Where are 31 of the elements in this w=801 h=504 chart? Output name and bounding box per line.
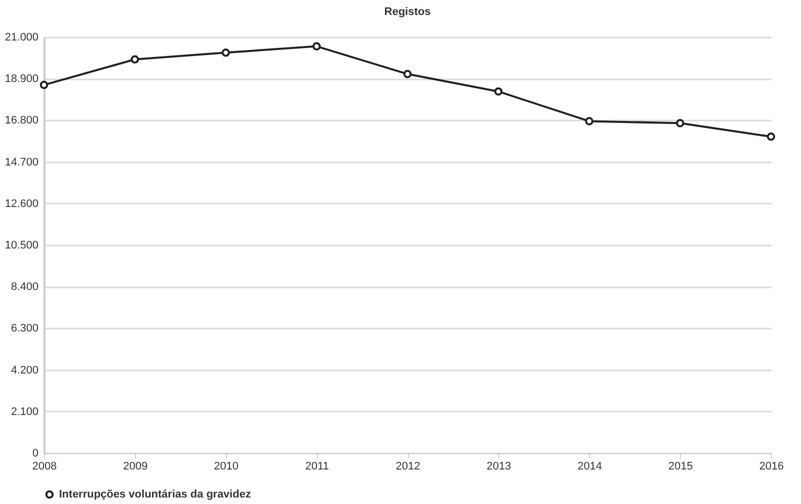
y-tick-label: 21.000 xyxy=(4,32,38,44)
point xyxy=(403,70,412,78)
point xyxy=(222,48,230,57)
y-tick-label: 2.100 xyxy=(10,406,38,418)
y-tick-label: 8.400 xyxy=(10,281,38,294)
point xyxy=(312,42,321,50)
x-tick-label: 2009 xyxy=(123,460,148,472)
point xyxy=(766,132,776,141)
y-tick-label: 10.500 xyxy=(4,240,38,252)
y-tick-label: 6.300 xyxy=(10,322,38,335)
x-tick-label: 2011 xyxy=(305,460,329,472)
x-tick-label: 2013 xyxy=(486,460,512,472)
y-tick-label: 4.200 xyxy=(10,364,38,376)
point xyxy=(40,80,48,90)
point xyxy=(676,119,684,128)
y-tick-label: 0 xyxy=(32,448,38,460)
x-tick-label: 2010 xyxy=(214,460,238,472)
y-tick-label: 12.600 xyxy=(4,198,38,210)
point xyxy=(585,117,594,126)
chart-title: Registos xyxy=(384,6,431,18)
legend-label: Interrupções voluntárias da gravidez xyxy=(59,488,252,500)
x-tick-label: 2016 xyxy=(759,460,784,472)
point xyxy=(130,55,140,64)
x-tick-label: 2015 xyxy=(668,460,693,472)
point xyxy=(494,87,503,96)
y-tick-label: 16.800 xyxy=(4,114,38,127)
x-tick-label: 2014 xyxy=(578,460,602,472)
y-tick-label: 14.700 xyxy=(4,156,38,168)
x-tick-label: 2008 xyxy=(32,460,57,472)
y-tick-label: 18.900 xyxy=(4,73,38,86)
x-tick-label: 2012 xyxy=(396,460,420,472)
